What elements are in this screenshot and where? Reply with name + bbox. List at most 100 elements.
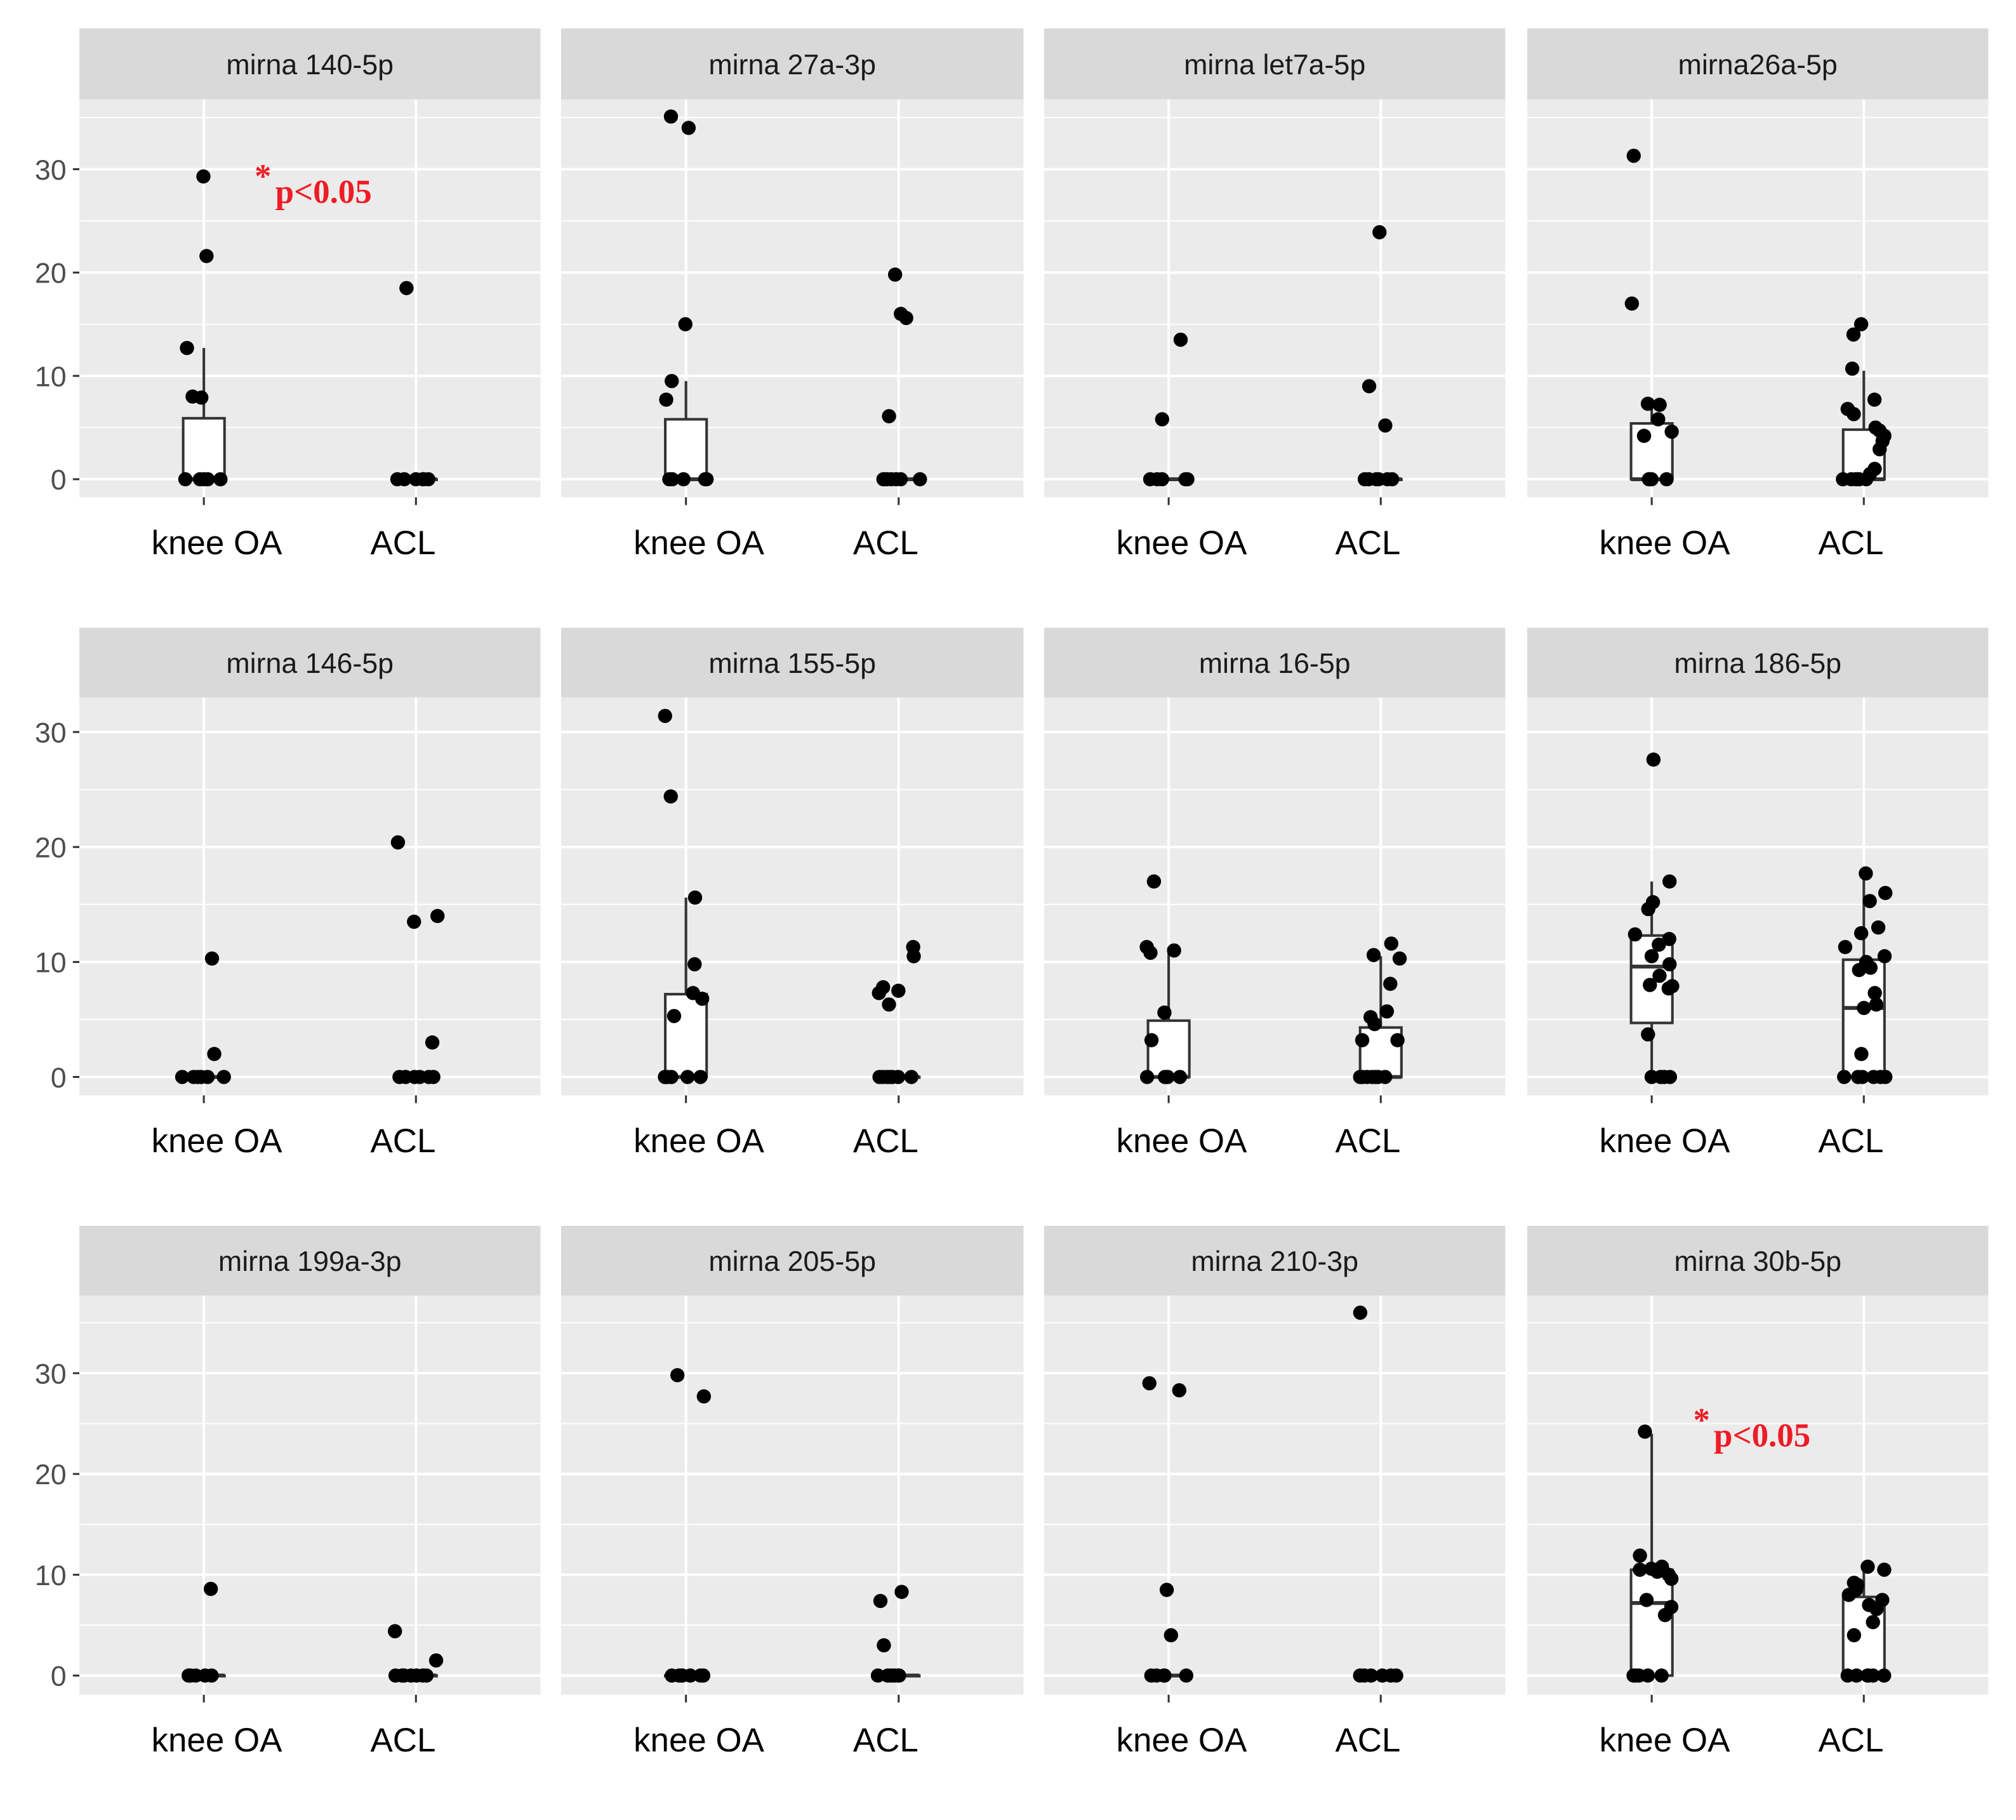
data-point [1146,874,1162,889]
strip-title: mirna 16-5p [1199,648,1351,679]
data-point [666,1009,682,1023]
x-tick-label: knee OA [152,524,283,562]
data-point [1664,424,1679,439]
data-point [1178,472,1193,487]
data-point [1639,1593,1654,1607]
data-point [1867,986,1882,1000]
data-point [884,1668,899,1683]
x-tick-label: ACL [1818,1122,1883,1160]
annotation-star: * [1693,1402,1709,1438]
data-point [1159,1070,1174,1084]
data-point [407,914,421,929]
data-point [1638,1425,1652,1439]
data-point [1871,920,1886,935]
data-point [1644,949,1659,964]
y-tick-label: 0 [51,1062,67,1094]
strip-background [1044,28,1506,100]
facet-panel: mirna 16-5p knee OA ACL [1044,627,1506,1160]
data-point [1368,1070,1383,1084]
strip-background [79,28,541,100]
data-point [906,949,921,964]
box [1629,1568,1674,1677]
x-tick-label: knee OA [633,1722,765,1759]
strip-title: mirna 210-3p [1191,1245,1358,1277]
data-point [425,1035,440,1050]
x-tick-label: ACL [370,524,435,562]
x-tick-label: ACL [853,524,918,562]
data-point [678,317,693,331]
data-point [1877,1668,1892,1683]
data-point [430,908,445,924]
data-point [1383,976,1398,991]
data-point [1852,962,1866,978]
data-point [1366,948,1381,962]
x-tick-label: knee OA [152,1122,283,1160]
y-tick-label: 0 [51,1661,67,1692]
data-point [1641,1027,1655,1042]
data-point [1628,927,1643,942]
data-point [696,1389,712,1404]
strip-background [560,627,1024,698]
data-point [1866,1070,1881,1084]
strip-background [1527,627,1989,698]
data-point [913,472,927,487]
data-point [1847,407,1861,422]
data-point [876,472,891,487]
data-point [1652,968,1667,983]
y-tick-label: 0 [51,464,67,496]
data-point [870,1668,885,1683]
facet-panel: mirna 27a-3p knee OA ACL [560,28,1024,562]
facet-panel: mirna 146-5p 0 10 20 30 knee OA ACL [35,627,541,1160]
data-point [194,1070,209,1084]
data-point [189,1668,203,1683]
data-point [397,472,412,487]
x-tick-label: ACL [370,1122,435,1160]
panel-background [1527,697,1989,1096]
data-point [1172,1070,1188,1084]
data-point [397,1668,411,1683]
data-point [192,472,208,487]
data-point [1841,1588,1856,1602]
data-point [1662,931,1676,947]
data-point [1641,901,1655,917]
data-point [1372,225,1387,240]
data-point [1837,1070,1852,1084]
data-point [1167,943,1181,958]
data-point [1862,894,1877,908]
data-point [416,472,431,487]
data-point [670,1368,685,1383]
x-tick-label: ACL [1818,1722,1883,1759]
data-point [1143,945,1158,960]
x-tick-label: ACL [853,1122,918,1160]
panel-background [1044,1295,1506,1695]
data-point [399,281,414,295]
data-point [1652,938,1666,952]
strip-title: mirna 199a-3p [218,1245,402,1277]
data-point [1652,397,1667,412]
facet-panel: mirna 205-5p knee OA ACL [560,1226,1024,1759]
data-point [1869,1602,1884,1616]
facet-panel: mirna 199a-3p 0 10 20 30 knee OA ACL [35,1226,541,1759]
data-point [687,957,702,972]
strip-background [1044,627,1506,698]
x-tick-label: ACL [370,1722,435,1759]
y-tick-label: 30 [35,1358,67,1390]
panel-background [1044,99,1506,498]
data-point [1353,1070,1367,1084]
data-point [1846,327,1861,342]
data-point [877,1638,891,1653]
facet-panel: mirna 140-5p 0 10 20 30 knee OA ACL * p<0.05 [35,28,541,562]
data-point [1651,412,1666,427]
y-tick-label: 20 [35,1459,67,1491]
panel-background [560,697,1024,1096]
data-point [695,992,710,1006]
data-point [680,1070,695,1084]
data-point [213,472,228,487]
data-point [659,392,673,407]
data-point [696,1668,711,1683]
data-point [1157,1005,1172,1020]
data-point [1854,926,1869,941]
strip-background [1527,1226,1989,1296]
data-point [1389,1668,1403,1683]
box [664,993,708,1079]
